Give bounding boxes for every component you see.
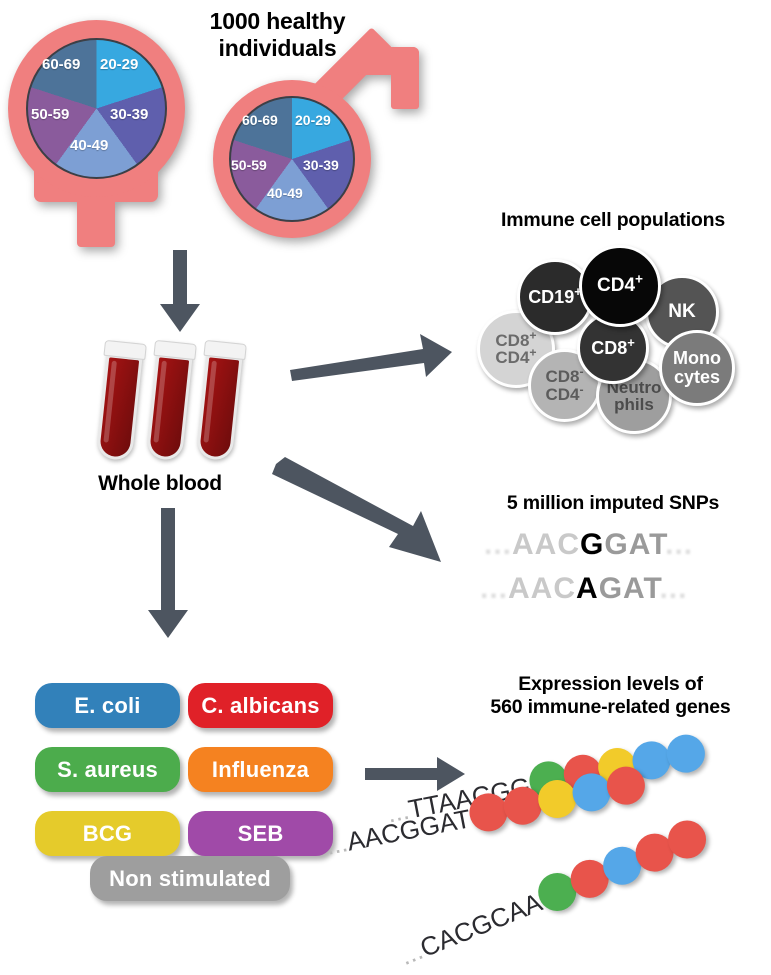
pie-label-male-50-59: 50-59 [231,157,267,173]
immune-cell-monocytes: Mono cytes [659,330,735,406]
male-symbol-arrow-side [391,47,419,109]
stimulus-label: C. albicans [201,692,320,718]
snp-ellipsis-left: ... [484,528,513,561]
section-title-expression: Expression levels of 560 immune-related … [490,673,731,718]
pie-label-40-49: 40-49 [70,137,109,154]
snp-flank-right: GAT [598,572,660,605]
immune-cell-population-group: CD8+ CD4+ CD19+ CD8- CD4- CD4+ CD8+ Neutro phils… [477,245,735,434]
section-title-snps: 5 million imputed SNPs [506,492,720,514]
sequence-ellipsis: ... [323,827,351,861]
stimulus-label: E. coli [74,692,141,718]
arrow-blood-to-immune [290,328,452,382]
nucleotide-bead [603,763,649,808]
arrow-blood-to-snps [272,455,441,562]
page-title-cohort: 1000 healthy individuals [209,8,346,62]
pie-label-male-40-49: 40-49 [267,185,303,201]
arrow-blood-to-stimuli [148,508,188,638]
sequence-ellipsis: ... [395,935,428,972]
snp-ellipsis-left: ... [480,572,509,605]
snp-sequence-row: ...AACGGAT... [484,528,693,562]
label-whole-blood: Whole blood [98,472,222,495]
age-pie-female [26,38,167,179]
immune-cell-label: CD19+ [528,283,582,307]
immune-cell-label: CD8+ CD4+ [495,327,537,367]
pie-label-male-20-29: 20-29 [295,112,331,128]
stimulus-label: SEB [237,820,284,846]
stimulus-label: BCG [82,820,133,846]
pie-label-50-59: 50-59 [31,106,70,123]
immune-cell-label: Mono cytes [673,348,721,387]
pie-label-male-30-39: 30-39 [303,157,339,173]
snp-flank-left: AAC [512,528,581,561]
section-title-immune-cells: Immune cell populations [500,209,725,231]
stimuli-group: E. coli C. albicans S. aureus Influenza BCG S… [0,0,400,922]
snp-ellipsis-right: ... [665,528,694,561]
arrow-cohort-to-blood [160,250,200,332]
pie-label-20-29: 20-29 [100,56,139,73]
immune-cell-label: CD8+ [591,334,635,358]
immune-cell-cd8-cd4: CD8+ CD4+ [477,310,555,388]
snp-allele: G [580,528,605,561]
immune-cell-label: CD8- CD4- [545,364,584,404]
gene-expression-strand-group: ...TTAACGG ...AACGGAT ...CACGCAA [323,731,712,971]
immune-cell-label: CD4+ [597,271,643,297]
immune-cell-label: NK [668,301,696,323]
pie-label-male-60-69: 60-69 [242,112,278,128]
stimulus-non-stimulated[interactable]: Non stimulated [90,856,290,901]
stimulus-label: S. aureus [57,756,158,782]
age-pie-male [229,96,355,222]
stimulus-label: Influenza [211,756,310,782]
snp-flank-right: GAT [604,528,666,561]
stimulus-seb[interactable]: SEB [188,811,333,856]
stimulus-c-albicans[interactable]: C. albicans [188,683,333,728]
male-gender-symbol: 60-69 20-29 50-59 30-39 40-49 [205,27,419,242]
arrow-stimuli-to-expression [365,757,465,791]
stimulus-label: Non stimulated [109,865,271,891]
snp-flank-left: AAC [508,572,577,605]
pie-label-30-39: 30-39 [110,106,149,123]
stimulus-influenza[interactable]: Influenza [188,747,333,792]
stimulus-bcg[interactable]: BCG [35,811,180,856]
stimulus-e-coli[interactable]: E. coli [35,683,180,728]
snp-allele: A [576,572,599,605]
snp-sequence-row: ...AACAGAT... [480,572,687,606]
female-gender-symbol: 60-69 20-29 50-59 30-39 40-49 [4,12,189,247]
pie-label-60-69: 60-69 [42,56,81,73]
stimulus-s-aureus[interactable]: S. aureus [35,747,180,792]
immune-cell-cd4: CD4+ [579,245,661,327]
snp-ellipsis-right: ... [659,572,688,605]
snp-sequence-group: ...AACGGAT... ...AACAGAT... [480,528,770,618]
expression-sequence-text: ...CACGCAA [395,886,547,972]
